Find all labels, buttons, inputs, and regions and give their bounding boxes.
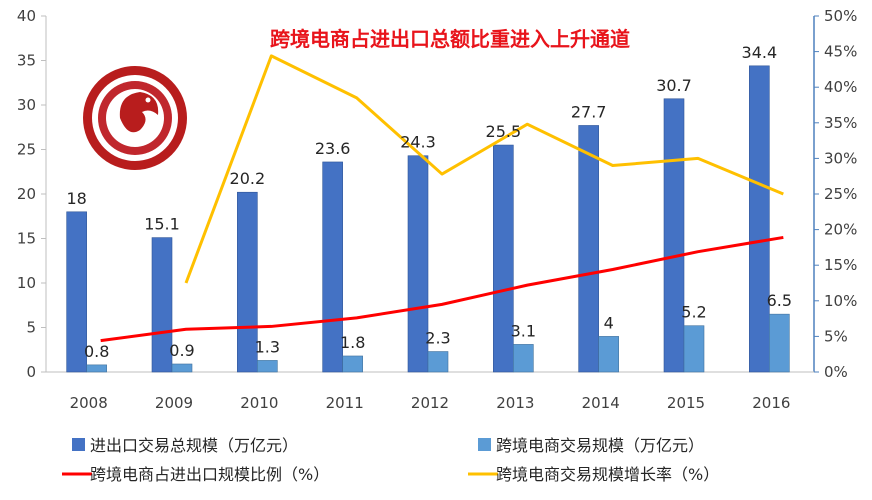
bar-value-label: 15.1 [144,215,180,234]
bar [151,237,173,373]
bar [749,65,770,373]
left-tick-label: 25 [17,141,36,159]
chart-title: 跨境电商占进出口总额比重进入上升通道 [270,27,630,51]
bar-value-label: 20.2 [230,169,266,188]
bar-value-label: 0.9 [169,341,194,360]
bar [86,364,107,373]
x-tick-label: 2013 [496,394,534,412]
right-tick-label: 45% [824,43,857,61]
bar-value-label: 3.1 [511,321,536,340]
left-tick-label: 10 [17,274,36,292]
bar [513,344,534,373]
bar-value-label: 0.8 [84,342,109,361]
bar-value-label: 5.2 [681,303,706,322]
bar [257,360,278,373]
legend-label-ecommerce: 跨境电商交易规模（万亿元） [496,436,704,455]
bar [171,363,193,373]
bar [493,144,514,373]
bar-value-label: 18 [66,189,86,208]
bar [578,125,599,373]
left-tick-label: 0 [26,363,36,381]
x-tick-label: 2008 [70,394,108,412]
bar [683,325,705,373]
left-tick-label: 15 [17,230,36,248]
bar [342,355,363,373]
right-tick-label: 15% [824,256,857,274]
left-tick-label: 35 [17,52,36,70]
bar-value-label: 6.5 [767,291,792,310]
bar-value-label: 2.3 [425,329,450,348]
legend: 进出口交易总规模（万亿元） 跨境电商交易规模（万亿元） 跨境电商占进出口规模比例… [62,436,719,484]
bar-value-label: 1.8 [340,333,365,352]
left-tick-label: 5 [26,319,36,337]
bar [407,155,429,373]
bar-series [66,65,790,373]
right-tick-label: 20% [824,221,857,239]
left-axis-ticks: 0 5 10 15 20 25 30 35 40 [17,7,46,381]
x-tick-label: 2015 [667,394,705,412]
right-tick-label: 25% [824,185,857,203]
right-tick-label: 10% [824,292,857,310]
right-tick-label: 35% [824,114,857,132]
left-tick-label: 20 [17,185,36,203]
x-tick-label: 2014 [582,394,620,412]
legend-label-share: 跨境电商占进出口规模比例（%） [90,465,329,484]
bar [769,313,790,373]
bar-value-label: 24.3 [400,133,436,152]
x-tick-label: 2011 [326,394,364,412]
right-tick-label: 40% [824,78,857,96]
bar-value-label: 30.7 [656,76,692,95]
bar-value-label: 23.6 [315,139,351,158]
data-labels: 18 15.1 20.2 23.6 24.3 25.5 27.7 30.7 34.4 0.8 0.9… [66,43,792,361]
bar-value-label: 1.3 [255,337,280,356]
bar-value-label: 34.4 [742,43,778,62]
right-tick-label: 0% [824,363,848,381]
bar [66,211,87,373]
x-axis-ticks: 2008 2009 2010 2011 2012 2013 2014 2015 2016 [70,394,791,412]
left-tick-label: 30 [17,96,36,114]
legend-swatch-ecommerce [478,438,491,451]
legend-label-growth: 跨境电商交易规模增长率（%） [496,465,719,484]
series-line [100,235,784,343]
bar-value-label: 4 [604,313,614,332]
series-line [184,54,784,284]
right-axis-ticks: 0% 5% 10% 15% 20% 25% 30% 35% 40% 45% 50% [814,7,857,381]
right-tick-label: 5% [824,327,848,345]
right-tick-label: 30% [824,149,857,167]
legend-label-total: 进出口交易总规模（万亿元） [90,436,298,455]
x-tick-label: 2009 [155,394,193,412]
bar-value-label: 27.7 [571,102,607,121]
x-tick-label: 2016 [752,394,790,412]
legend-swatch-total [72,438,85,451]
bar [427,351,449,373]
bar [598,336,619,373]
bar [663,98,685,373]
x-tick-label: 2010 [240,394,278,412]
right-tick-label: 50% [824,7,857,25]
line-series [100,54,784,343]
left-tick-label: 40 [17,7,36,25]
bar-value-label: 25.5 [486,122,522,141]
dragon-logo-icon [83,66,187,170]
x-tick-label: 2012 [411,394,449,412]
